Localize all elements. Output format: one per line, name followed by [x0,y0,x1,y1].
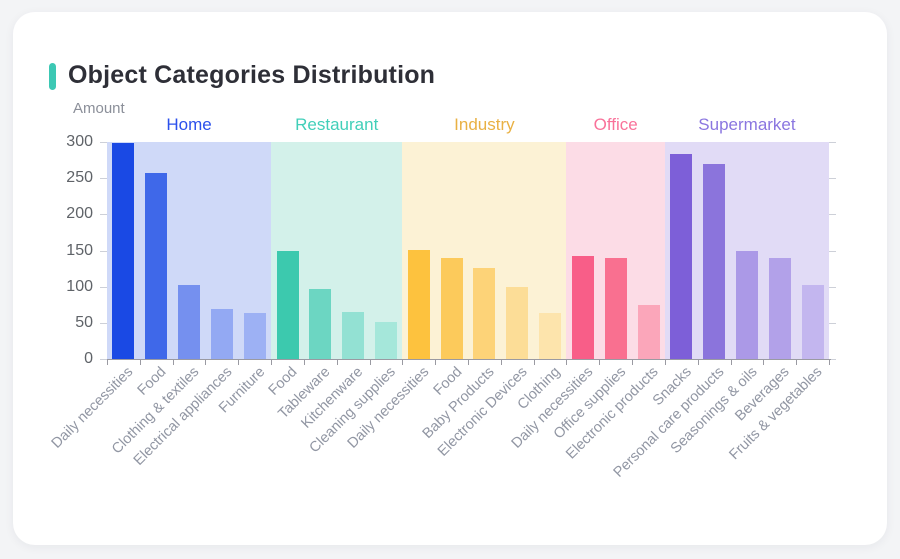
y-axis-tick-mark [100,359,107,360]
y-axis-tick-mark [829,322,836,324]
x-axis-tick-mark [632,360,634,365]
y-axis-tick-label-300: 300 [66,133,93,150]
bar-industry-electronic-devices [506,286,529,359]
y-axis-tick-label-0: 0 [84,350,93,367]
x-axis-tick-mark [730,360,732,365]
bar-restaurant-kitchenware [342,311,365,359]
bar-restaurant-cleaning-supplies [374,322,397,359]
group-label-home: Home [166,115,212,134]
y-axis-tick-label-200: 200 [66,205,93,223]
page-title: Object Categories Distribution [68,61,436,89]
x-axis-tick-mark [533,360,535,365]
x-axis-tick-mark [697,360,699,365]
bar-supermarket-personal-care-products [703,163,726,359]
x-axis-tick-mark [763,360,765,365]
x-axis-tick-mark [139,360,141,365]
bar-supermarket-seasonings-oils [735,251,758,359]
y-axis-title: Amount [73,100,125,117]
x-axis-tick-mark [435,360,437,365]
x-axis-tick-mark [107,360,108,365]
y-axis-tick-mark [829,142,836,143]
y-axis-tick-label-250: 250 [66,169,93,187]
title-accent-bar [49,63,56,90]
bar-industry-baby-products [473,267,496,359]
y-axis-tick-mark [100,214,107,216]
x-axis-tick-mark [468,360,469,365]
bar-industry-daily-necessities [407,249,430,359]
x-axis-tick-mark [271,360,273,365]
y-axis-tick-mark [100,322,107,324]
y-axis-tick-mark [829,286,836,288]
y-axis-tick-label-150: 150 [66,241,93,259]
y-axis-tick-mark [829,214,836,216]
x-axis-tick-mark [796,360,798,365]
y-axis-tick-mark [829,178,836,180]
x-axis-tick-mark [664,360,666,365]
x-axis-tick-mark [566,360,568,365]
x-axis-tick-mark [172,360,174,365]
x-axis-tick-mark [205,360,207,365]
bar-supermarket-beverages [768,257,791,359]
x-axis-line [107,359,831,360]
bar-home-clothing-textiles [178,284,201,359]
bar-supermarket-snacks [670,154,693,359]
y-axis-tick-mark [829,359,836,360]
y-axis-tick-mark [100,250,107,252]
bar-home-electrical-appliances [210,309,233,359]
x-axis-tick-mark [336,360,338,365]
bar-home-furniture [243,312,266,359]
bar-restaurant-tableware [309,288,332,359]
x-axis-tick-mark [238,360,240,365]
bar-office-daily-necessities [571,255,594,359]
bar-home-food [145,173,168,359]
group-label-office: Office [593,115,638,134]
chart-card: Object Categories Distribution Amount Ho… [13,12,887,545]
bar-industry-clothing [539,312,562,359]
bar-office-office-supplies [604,258,627,359]
x-axis-tick-mark [500,360,502,365]
y-axis-tick-mark [100,142,107,143]
group-label-restaurant: Restaurant [295,115,379,134]
bar-office-electronic-products [637,304,660,359]
x-axis-tick-mark [303,360,305,365]
plot-area [107,142,829,359]
y-axis-tick-mark [100,178,107,180]
y-axis-tick-mark [100,286,107,288]
group-label-supermarket: Supermarket [698,115,796,134]
x-axis-tick-mark [829,360,830,365]
y-axis-tick-label-50: 50 [75,313,93,331]
bar-restaurant-food [276,250,299,359]
x-axis-tick-mark [369,360,371,365]
group-label-industry: Industry [454,115,515,134]
y-axis-tick-label-100: 100 [66,277,93,295]
x-axis-tick-mark [599,360,601,365]
bar-home-daily-necessities [112,143,135,359]
x-axis-tick-mark [402,360,404,365]
bar-supermarket-fruits-vegetables [801,285,824,359]
bar-industry-food [440,258,463,359]
y-axis-tick-mark [829,250,836,252]
